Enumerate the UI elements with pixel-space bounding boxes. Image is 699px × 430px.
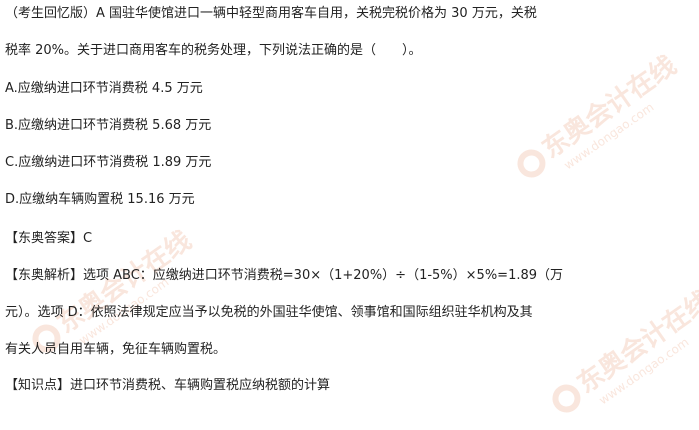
knowledge-point: 【知识点】进口环节消费税、车辆购置税应纳税额的计算 [5,378,331,393]
analysis-line-1: 【东奥解析】选项 ABC：应缴纳进口环节消费税=30×（1+20%）÷（1-5%… [5,268,564,283]
watermark-logo: 东奥会计在线 www.dongao.com [542,281,699,430]
question-line-2: 税率 20%。关于进口商用客车的税务处理，下列说法正确的是（ ）。 [5,43,422,58]
option-b: B.应缴纳进口环节消费税 5.68 万元 [5,118,212,133]
watermark-logo: 东奥会计在线 www.dongao.com [507,46,690,196]
option-a: A.应缴纳进口环节消费税 4.5 万元 [5,81,203,96]
answer: 【东奥答案】C [5,231,93,246]
analysis-line-2: 元）。选项 D：依照法律规定应当予以免税的外国驻华使馆、领事馆和国际组织驻华机构… [5,305,533,320]
analysis-line-3: 有关人员自用车辆，免征车辆购置税。 [5,342,227,357]
question-line-1: （考生回忆版）A 国驻华使馆进口一辆中轻型商用客车自用，关税完税价格为 30 万… [5,6,537,21]
option-d: D.应缴纳车辆购置税 15.16 万元 [5,192,195,207]
option-c: C.应缴纳进口环节消费税 1.89 万元 [5,155,212,170]
